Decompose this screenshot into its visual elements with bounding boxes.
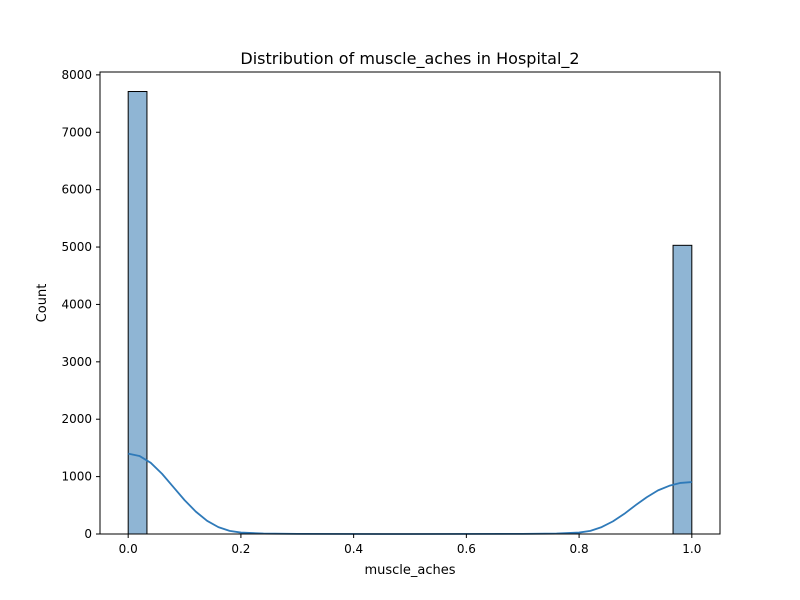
y-tick-label: 6000 [61,183,92,197]
x-tick-label: 0.8 [570,542,589,556]
kde-line [128,452,692,535]
y-tick-label: 7000 [61,125,92,139]
x-tick-label: 0.0 [119,542,138,556]
x-tick-label: 0.4 [344,542,363,556]
y-tick-label: 2000 [61,412,92,426]
x-tick-label: 0.2 [231,542,250,556]
y-tick-label: 8000 [61,68,92,82]
y-tick-label: 5000 [61,240,92,254]
y-tick-label: 1000 [61,470,92,484]
histogram-bar-1 [672,244,693,535]
y-tick-label: 0 [84,527,92,541]
y-tick-label: 4000 [61,297,92,311]
chart-title: Distribution of muscle_aches in Hospital… [240,49,579,69]
plot-frame [99,71,721,535]
y-axis: 0 1000 2000 3000 4000 5000 6000 7000 8000 [61,68,100,541]
y-axis-label: Count [35,284,50,323]
x-tick-label: 1.0 [682,542,701,556]
histogram-bar-0 [127,91,148,535]
x-axis: 0.0 0.2 0.4 0.6 0.8 1.0 [119,534,701,556]
x-axis-label: muscle_aches [364,563,455,578]
bars-layer [127,91,693,535]
x-tick-label: 0.6 [457,542,476,556]
kde-layer [128,452,692,535]
y-tick-label: 3000 [61,355,92,369]
